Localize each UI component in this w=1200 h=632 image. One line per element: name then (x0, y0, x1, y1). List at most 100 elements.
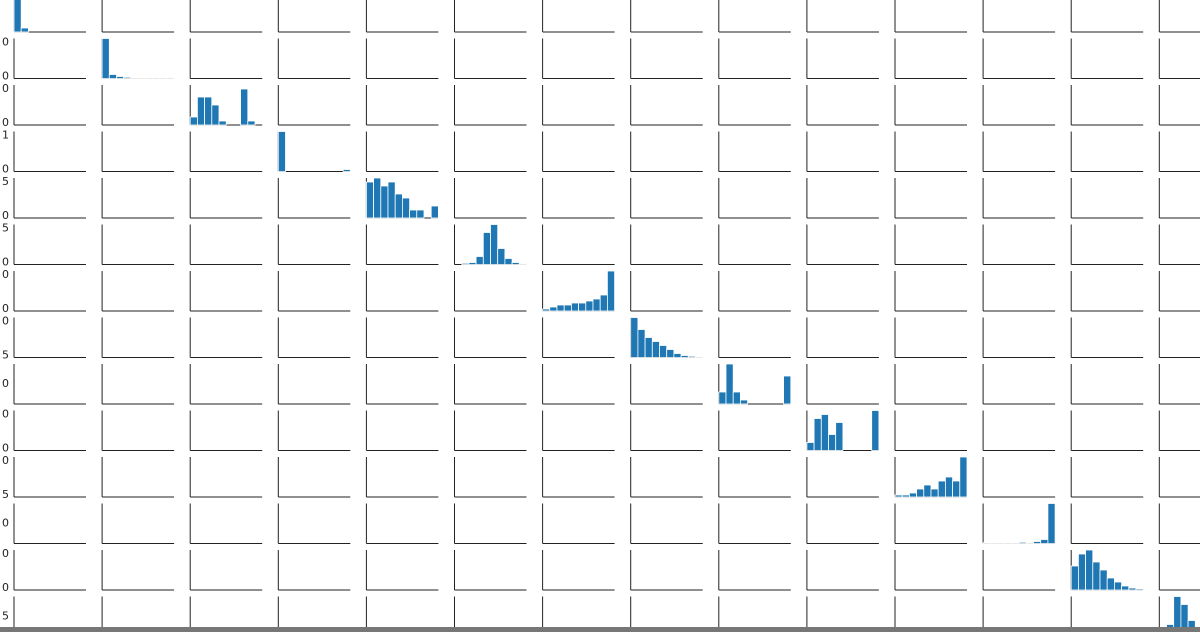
hist-bar (518, 263, 527, 265)
hist-bar (387, 181, 396, 219)
hist-bar (1135, 588, 1144, 591)
hist-bar (511, 262, 520, 265)
hist-bar (930, 488, 939, 498)
hist-bar (1106, 577, 1115, 591)
hist-bar (945, 476, 954, 498)
hist-bar (659, 345, 668, 358)
y-tick-label: 1 (2, 129, 9, 142)
y-tick-label: 0 (2, 268, 9, 281)
y-tick-label: 0 (2, 116, 9, 129)
hist-bar (923, 484, 932, 498)
hist-bar (916, 488, 925, 498)
hist-bar (144, 77, 153, 79)
hist-bar (563, 304, 572, 312)
hist-bar (130, 77, 139, 79)
hist-bar (101, 38, 110, 79)
hist-bar (1114, 581, 1123, 591)
hist-bar (1033, 541, 1042, 544)
hist-bar (1018, 541, 1027, 544)
hist-bar (342, 169, 351, 172)
y-tick-label: 0 (2, 82, 9, 95)
hist-bar (504, 258, 513, 265)
hist-bar (687, 355, 696, 358)
hist-bar (599, 294, 608, 312)
hist-bar (1025, 542, 1034, 544)
hist-bar (401, 197, 410, 219)
hist-bar (630, 317, 639, 358)
hist-bar (578, 302, 587, 312)
hist-bar (365, 181, 374, 219)
y-tick-label: 0 (2, 442, 9, 455)
hist-bar (394, 193, 403, 219)
hist-bar (673, 353, 682, 358)
hist-bar (116, 76, 125, 79)
y-tick-label: 5 (2, 488, 9, 501)
y-tick-label: 0 (2, 256, 9, 269)
y-tick-label: 0 (2, 408, 9, 421)
hist-bar (820, 414, 829, 451)
hist-bar (901, 494, 910, 498)
hist-bar (490, 224, 499, 265)
hist-bar (542, 308, 551, 312)
y-tick-label: 0 (2, 163, 9, 176)
hist-bar (806, 442, 815, 451)
hist-bar (1078, 553, 1087, 591)
hist-bar (1092, 561, 1101, 591)
hist-bar (416, 209, 425, 219)
hist-bar (651, 341, 660, 358)
hist-bar (549, 306, 558, 312)
hist-bar (468, 262, 477, 265)
hist-bar (1128, 587, 1137, 591)
hist-bar (1173, 596, 1182, 632)
hist-bar (1040, 539, 1049, 544)
y-tick-label: 0 (2, 302, 9, 315)
hist-bar (196, 96, 205, 126)
hist-bar (718, 391, 727, 405)
hist-bar (828, 434, 837, 451)
y-tick-label: 0 (2, 547, 9, 560)
hist-bar (1085, 549, 1094, 591)
hist-bar (13, 0, 22, 33)
y-tick-label: 0 (2, 517, 9, 530)
hist-bar (20, 27, 29, 33)
hist-bar (989, 542, 998, 544)
y-tick-label: 0 (2, 209, 9, 222)
hist-bar (937, 480, 946, 498)
hist-bar (725, 363, 734, 405)
scrollbar (0, 627, 1200, 632)
hist-bar (189, 116, 198, 126)
hist-bar (644, 337, 653, 358)
y-tick-label: 5 (2, 349, 9, 362)
hist-bar (137, 77, 146, 79)
y-tick-label: 0 (2, 70, 9, 83)
hist-bar (637, 329, 646, 358)
hist-bar (607, 270, 616, 312)
hist-bar (497, 248, 506, 265)
hist-bar (732, 391, 741, 405)
hist-bar (409, 209, 418, 219)
hist-bar (813, 418, 822, 451)
hist-bar (783, 375, 792, 405)
hist-bar (871, 410, 880, 451)
hist-bar (740, 399, 749, 405)
y-tick-label: 5 (2, 222, 9, 235)
hist-bar (204, 96, 213, 126)
hist-bar (475, 256, 484, 265)
hist-bar (108, 74, 117, 79)
hist-bar (680, 355, 689, 358)
y-tick-label: 0 (2, 454, 9, 467)
hist-bar (277, 131, 286, 172)
hist-bar (666, 349, 675, 358)
hist-bar (909, 492, 918, 498)
hist-bar (1121, 585, 1130, 591)
hist-bar (1099, 569, 1108, 591)
y-tick-label: 0 (2, 377, 9, 390)
hist-bar (835, 422, 844, 451)
y-tick-label: 5 (2, 610, 9, 623)
y-tick-label: 0 (2, 581, 9, 594)
hist-bar (959, 456, 968, 498)
hist-bar (240, 88, 249, 126)
y-tick-label: 0 (2, 36, 9, 49)
hist-bar (218, 120, 227, 126)
